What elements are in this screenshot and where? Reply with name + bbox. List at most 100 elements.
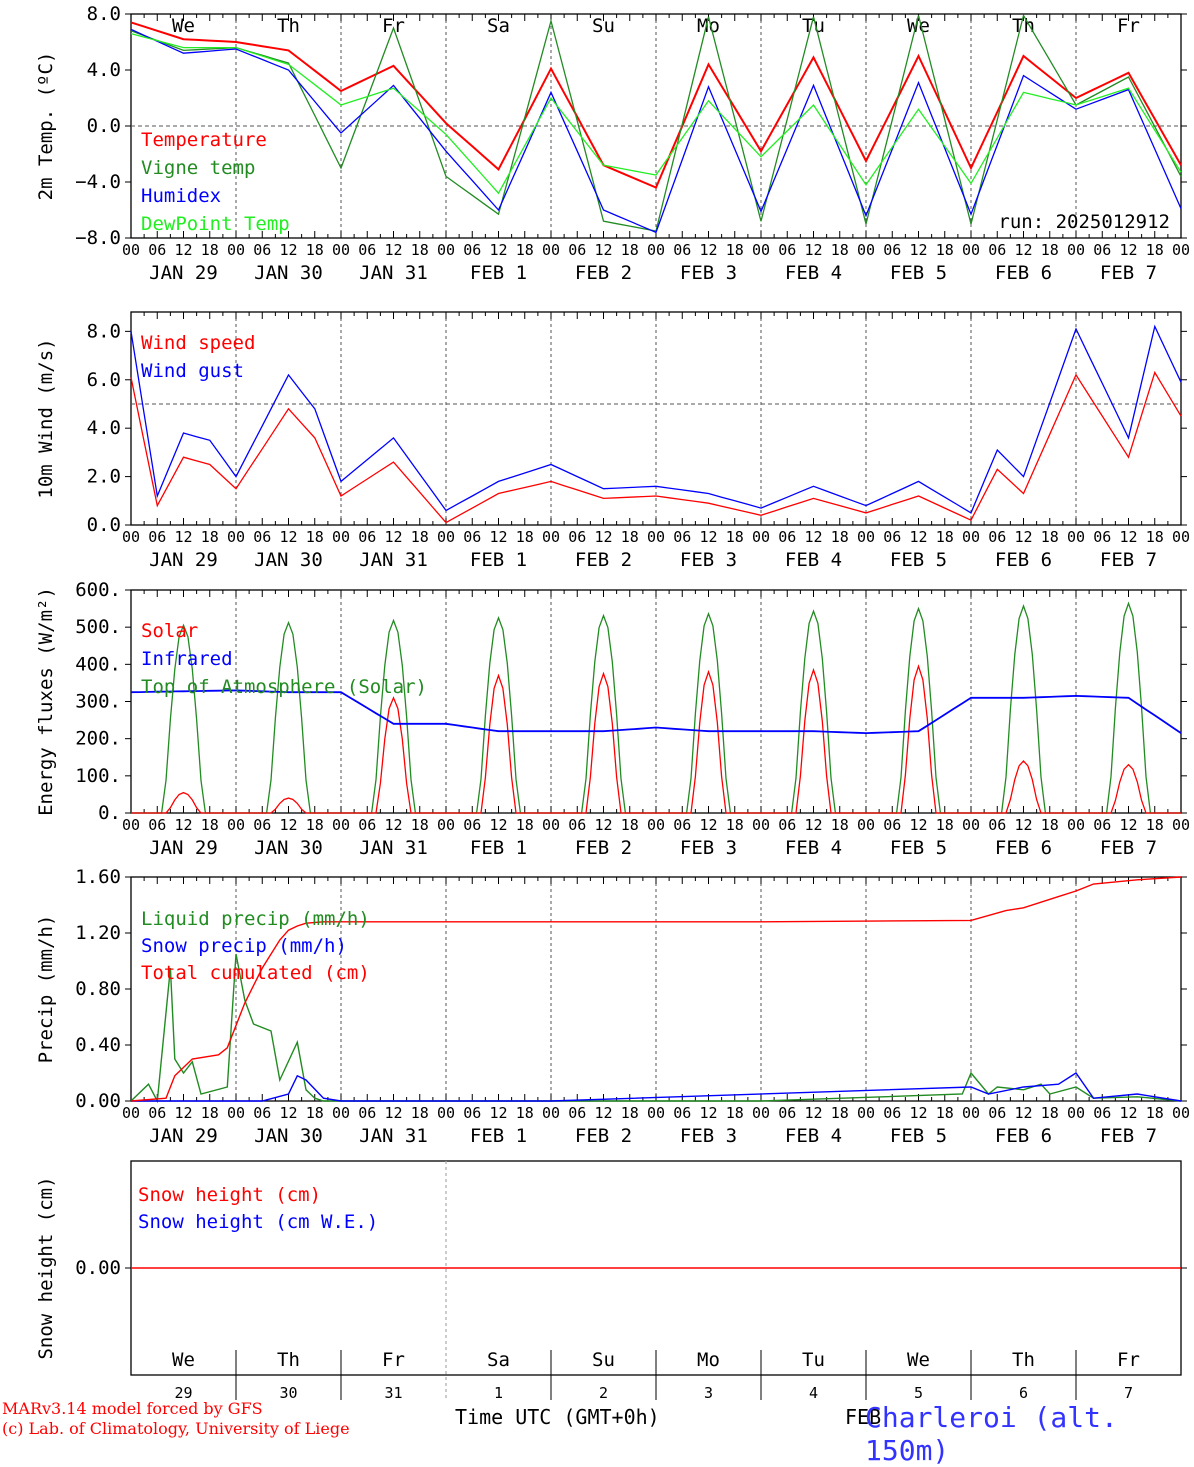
x-hour-label: 06 <box>253 816 271 834</box>
x-hour-label: 06 <box>988 241 1006 259</box>
x-hour-label: 06 <box>253 1104 271 1122</box>
legend-entry: Wind speed <box>141 332 255 354</box>
x-axis-title: Time UTC (GMT+0h) <box>455 1405 660 1429</box>
x-date-label: JAN 29 <box>149 1125 218 1147</box>
y-tick-label: 500. <box>75 616 121 638</box>
x-hour-label: 18 <box>1146 528 1164 546</box>
weekday-label: Th <box>1012 1349 1035 1371</box>
x-hour-label: 18 <box>411 528 429 546</box>
x-hour-label: 12 <box>489 816 507 834</box>
x-hour-label: 00 <box>227 528 245 546</box>
x-hour-label: 12 <box>1119 816 1137 834</box>
x-hour-label: 18 <box>201 241 219 259</box>
footer-model-line: MARv3.14 model forced by GFS <box>2 1399 263 1418</box>
x-date-label: FEB 7 <box>1100 1125 1157 1147</box>
day-number-label: 30 <box>279 1384 297 1402</box>
x-hour-label: 12 <box>489 241 507 259</box>
x-hour-label: 06 <box>568 241 586 259</box>
x-date-label: FEB 5 <box>890 262 947 284</box>
series-line-dewpoint-temp <box>130 32 1182 195</box>
y-tick-label: 4.0 <box>87 59 121 81</box>
x-hour-label: 18 <box>1146 241 1164 259</box>
weekday-label: We <box>907 15 930 37</box>
weekday-label: Fr <box>1117 1349 1140 1371</box>
day-number-label: 7 <box>1124 1384 1133 1402</box>
x-hour-label: 00 <box>437 241 455 259</box>
x-hour-label: 00 <box>437 1104 455 1122</box>
x-hour-label: 18 <box>516 241 534 259</box>
x-hour-label: 06 <box>778 241 796 259</box>
footer-lab-line: (c) Lab. of Climatology, University of L… <box>2 1419 350 1438</box>
x-date-label: FEB 3 <box>680 549 737 571</box>
x-hour-label: 06 <box>673 1104 691 1122</box>
day-number-label: 4 <box>809 1384 818 1402</box>
y-tick-label: 8.0 <box>87 320 121 342</box>
x-hour-label: 18 <box>411 1104 429 1122</box>
x-date-label: FEB 2 <box>575 837 632 859</box>
x-hour-label: 00 <box>962 1104 980 1122</box>
x-hour-label: 00 <box>752 241 770 259</box>
x-date-label: JAN 29 <box>149 549 218 571</box>
x-hour-label: 00 <box>1067 816 1085 834</box>
legend-entry: Snow precip (mm/h) <box>141 935 347 957</box>
x-date-label: FEB 7 <box>1100 837 1157 859</box>
weekday-label: Mo <box>697 15 720 37</box>
x-hour-label: 18 <box>1041 1104 1059 1122</box>
x-hour-label: 18 <box>1041 816 1059 834</box>
x-date-label: JAN 30 <box>254 549 323 571</box>
x-date-label: JAN 31 <box>359 1125 428 1147</box>
x-date-label: JAN 29 <box>149 837 218 859</box>
x-hour-label: 00 <box>857 528 875 546</box>
x-date-label: FEB 3 <box>680 1125 737 1147</box>
y-axis-title: 2m Temp. (ºC) <box>35 52 57 201</box>
weekday-label: Sa <box>487 1349 510 1371</box>
x-hour-label: 06 <box>463 241 481 259</box>
x-date-label: FEB 5 <box>890 837 947 859</box>
series-line-wind-speed <box>130 370 1182 524</box>
weekday-label: Fr <box>1117 15 1140 37</box>
x-hour-label: 18 <box>831 528 849 546</box>
x-hour-label: 00 <box>122 1104 140 1122</box>
y-tick-label: 0.00 <box>75 1090 121 1112</box>
x-hour-label: 18 <box>306 816 324 834</box>
x-hour-label: 06 <box>568 1104 586 1122</box>
x-date-label: FEB 5 <box>890 1125 947 1147</box>
x-hour-label: 12 <box>909 528 927 546</box>
y-tick-label: 1.60 <box>75 866 121 888</box>
x-hour-label: 12 <box>174 816 192 834</box>
x-date-label: FEB 2 <box>575 1125 632 1147</box>
legend-entry: DewPoint Temp <box>141 213 290 235</box>
x-hour-label: 18 <box>936 1104 954 1122</box>
x-hour-label: 06 <box>883 816 901 834</box>
x-date-label: JAN 29 <box>149 262 218 284</box>
y-tick-label: 200. <box>75 728 121 750</box>
day-number-label: 31 <box>384 1384 402 1402</box>
x-date-label: FEB 6 <box>995 1125 1052 1147</box>
x-date-label: FEB 6 <box>995 837 1052 859</box>
x-hour-label: 12 <box>384 241 402 259</box>
x-hour-label: 00 <box>857 816 875 834</box>
weekday-label: Su <box>592 1349 615 1371</box>
x-hour-label: 06 <box>358 528 376 546</box>
x-hour-label: 12 <box>174 528 192 546</box>
x-hour-label: 12 <box>1119 241 1137 259</box>
x-hour-label: 18 <box>306 528 324 546</box>
legend-entry: Total cumulated (cm) <box>141 962 370 984</box>
x-hour-label: 18 <box>1041 528 1059 546</box>
y-tick-label: 0.0 <box>87 514 121 536</box>
y-tick-label: 600. <box>75 579 121 601</box>
y-tick-label: 8.0 <box>87 3 121 25</box>
x-hour-label: 18 <box>831 816 849 834</box>
x-hour-label: 00 <box>752 528 770 546</box>
x-hour-label: 00 <box>1172 1104 1190 1122</box>
x-hour-label: 18 <box>201 816 219 834</box>
y-tick-label: 100. <box>75 765 121 787</box>
weekday-label: Th <box>277 15 300 37</box>
x-hour-label: 12 <box>279 1104 297 1122</box>
weekday-label: Fr <box>382 15 405 37</box>
x-date-label: FEB 1 <box>470 837 527 859</box>
x-date-label: FEB 4 <box>785 262 842 284</box>
x-hour-label: 12 <box>384 1104 402 1122</box>
y-tick-label: 6.0 <box>87 369 121 391</box>
x-hour-label: 00 <box>1067 1104 1085 1122</box>
